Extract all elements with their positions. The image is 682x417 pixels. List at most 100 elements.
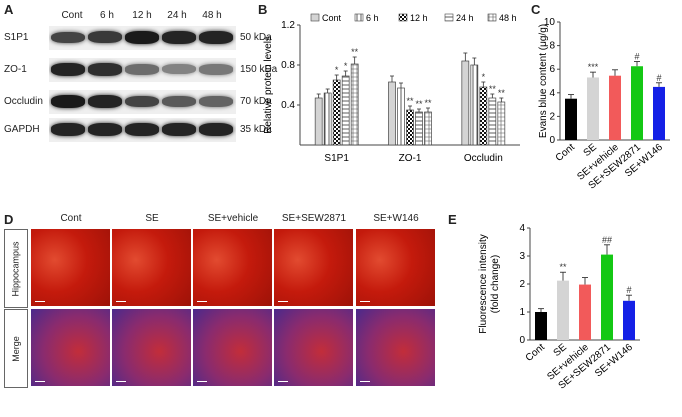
blot-protein-label: Occludin bbox=[4, 96, 43, 107]
panel-label-a: A bbox=[4, 2, 14, 17]
blot-band bbox=[162, 64, 196, 75]
y-tick-label: 0 bbox=[549, 135, 555, 146]
blot-band bbox=[162, 123, 196, 136]
y-axis-title: Evans blue content (μg/g) bbox=[538, 24, 549, 138]
blot-band bbox=[88, 63, 122, 76]
blot-band bbox=[51, 31, 85, 44]
significance-mark: # bbox=[634, 52, 639, 62]
panel-label-d: D bbox=[4, 212, 14, 227]
bar bbox=[350, 63, 359, 146]
micro-column-label: Cont bbox=[60, 213, 82, 224]
blot-lane-label: 12 h bbox=[132, 10, 152, 21]
y-tick-label: 1.2 bbox=[281, 20, 295, 31]
blot-lane-label: 24 h bbox=[167, 10, 187, 21]
micro-row-label-box: Hippocampus bbox=[4, 229, 28, 308]
legend-label: 24 h bbox=[456, 13, 474, 23]
blot-band bbox=[125, 63, 159, 75]
scale-bar bbox=[197, 381, 207, 382]
legend-swatch bbox=[487, 13, 497, 22]
scale-bar bbox=[116, 301, 126, 302]
x-category-label: Occludin bbox=[464, 153, 503, 164]
y-axis-title: Fluorescence intensity bbox=[478, 234, 489, 334]
blot-band bbox=[88, 95, 122, 108]
panel-label-b: B bbox=[258, 2, 268, 17]
significance-mark: ** bbox=[351, 47, 359, 57]
bar bbox=[397, 87, 405, 146]
bar bbox=[424, 111, 432, 146]
blot-band bbox=[51, 95, 85, 108]
panel-label-c: C bbox=[531, 2, 541, 17]
y-axis-title: Relative protein levels bbox=[263, 36, 274, 134]
x-category-label: ZO-1 bbox=[399, 153, 422, 164]
x-category-label: Cont bbox=[524, 342, 547, 364]
significance-mark: *** bbox=[588, 62, 599, 72]
legend-swatch bbox=[398, 13, 408, 22]
x-category-label: Cont bbox=[554, 142, 577, 164]
significance-mark: ** bbox=[424, 98, 432, 108]
y-axis-title: (fold change) bbox=[490, 255, 501, 313]
blot-band bbox=[51, 63, 85, 76]
legend-swatch bbox=[354, 13, 364, 22]
blot-band bbox=[88, 31, 122, 44]
significance-mark: ** bbox=[489, 84, 497, 94]
blot-strip bbox=[49, 90, 236, 114]
scale-bar bbox=[360, 301, 370, 302]
blot-protein-label: GAPDH bbox=[4, 124, 40, 135]
legend-label: Cont bbox=[322, 13, 342, 23]
micro-column-label: SE+SEW2871 bbox=[281, 213, 347, 224]
blot-protein-label: S1P1 bbox=[4, 32, 29, 43]
bar bbox=[470, 64, 479, 146]
micro-image bbox=[274, 229, 353, 306]
blot-band bbox=[125, 31, 159, 44]
legend-swatch bbox=[310, 13, 320, 22]
y-tick-label: 4 bbox=[519, 223, 525, 234]
blot-lane-label: 6 h bbox=[100, 10, 114, 21]
blot-lane-label: 48 h bbox=[202, 10, 222, 21]
y-tick-label: 1 bbox=[519, 307, 525, 318]
significance-mark: * bbox=[344, 61, 348, 71]
bar bbox=[579, 284, 591, 340]
bar bbox=[461, 60, 470, 146]
micro-image bbox=[356, 229, 435, 306]
micro-image bbox=[274, 309, 353, 386]
y-tick-label: 0.4 bbox=[281, 100, 295, 111]
panel-label-e: E bbox=[448, 212, 457, 227]
blot-band bbox=[88, 123, 122, 136]
micro-image bbox=[112, 309, 191, 386]
bar bbox=[406, 109, 414, 146]
scale-bar bbox=[116, 381, 126, 382]
blot-band bbox=[162, 95, 196, 107]
micro-image bbox=[112, 229, 191, 306]
bar bbox=[388, 81, 396, 146]
y-tick-label: 0.8 bbox=[281, 60, 295, 71]
blot-kda-label: 35 kDa bbox=[240, 124, 272, 135]
blot-band bbox=[199, 95, 233, 107]
blot-kda-label: 50 kDa bbox=[240, 32, 272, 43]
bar bbox=[497, 101, 506, 146]
micro-row-label: Merge bbox=[11, 335, 22, 362]
bar bbox=[332, 79, 341, 146]
y-tick-label: 2 bbox=[519, 279, 525, 290]
scale-bar bbox=[278, 301, 288, 302]
bar bbox=[415, 111, 423, 146]
significance-mark: # bbox=[626, 285, 631, 295]
bar bbox=[557, 280, 569, 340]
y-tick-label: 0 bbox=[519, 335, 525, 346]
blot-band bbox=[199, 64, 233, 75]
bar bbox=[488, 97, 497, 146]
fluorescence-chart: 0 1 2 3 4 Fluorescence intensity (fold change)… bbox=[478, 223, 640, 392]
y-tick-label: 2 bbox=[549, 111, 555, 122]
bar bbox=[479, 86, 488, 146]
significance-mark: ** bbox=[415, 99, 423, 109]
micro-column-label: SE+vehicle bbox=[207, 213, 259, 224]
bar bbox=[609, 75, 621, 140]
micro-column-label: SE+W146 bbox=[373, 213, 419, 224]
scale-bar bbox=[278, 381, 288, 382]
blot-kda-label: 150 kDa bbox=[240, 64, 278, 75]
bar bbox=[601, 254, 613, 340]
significance-mark: ## bbox=[602, 235, 612, 245]
bar bbox=[653, 86, 665, 140]
micro-column-label: SE bbox=[145, 213, 159, 224]
micro-image bbox=[31, 309, 110, 386]
